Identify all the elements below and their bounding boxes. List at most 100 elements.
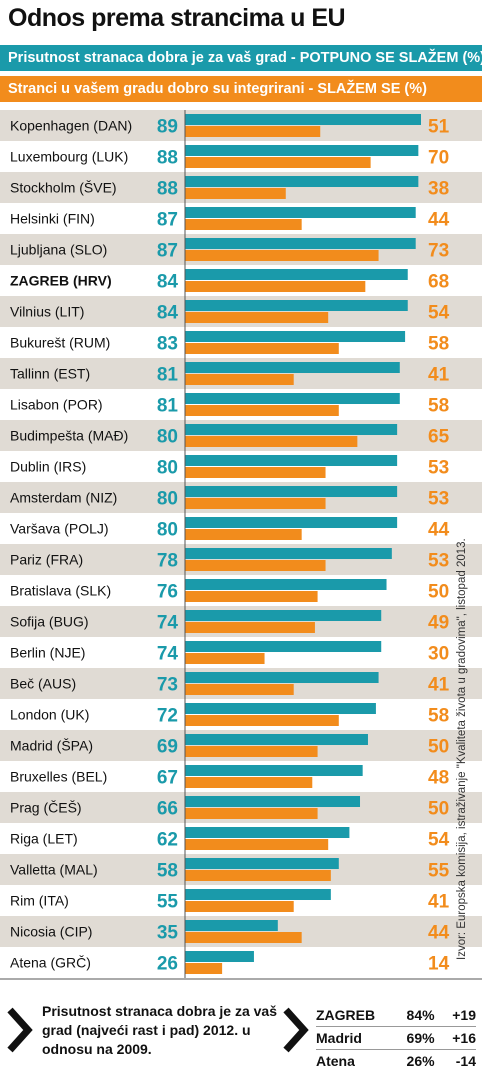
category-label: Lisabon (POR) xyxy=(10,397,103,413)
data-label-series-2: 41 xyxy=(428,675,450,696)
bar-series-1 xyxy=(185,207,416,218)
bar-series-2 xyxy=(185,312,329,323)
bar-series-2 xyxy=(185,343,339,354)
bar-series-1 xyxy=(185,300,408,311)
data-label-series-1: 26 xyxy=(157,954,178,975)
bar-series-2 xyxy=(185,839,329,850)
category-label: Bruxelles (BEL) xyxy=(10,769,107,785)
data-label-series-2: 65 xyxy=(428,427,450,448)
footer-row: Madrid 69% +16 xyxy=(316,1026,476,1050)
bar-series-2 xyxy=(185,684,294,695)
data-label-series-1: 81 xyxy=(157,365,179,386)
bar-series-1 xyxy=(185,424,398,435)
footer-value: 84% xyxy=(394,1004,445,1027)
category-label: Kopenhagen (DAN) xyxy=(10,118,132,134)
data-label-series-2: 53 xyxy=(428,551,449,572)
category-label: Ljubljana (SLO) xyxy=(10,242,107,258)
data-label-series-1: 78 xyxy=(157,551,178,572)
legend-series-orange: Stranci u vašem gradu dobro su integrira… xyxy=(0,76,482,102)
data-label-series-1: 69 xyxy=(157,737,178,758)
category-label: Prag (ČEŠ) xyxy=(10,800,82,816)
bar-series-2 xyxy=(185,870,331,881)
bar-series-2 xyxy=(185,436,358,447)
bar-series-1 xyxy=(185,269,408,280)
bar-series-1 xyxy=(185,641,382,652)
bar-series-1 xyxy=(185,610,382,621)
bar-series-1 xyxy=(185,889,331,900)
data-label-series-2: 54 xyxy=(428,830,450,851)
data-label-series-1: 55 xyxy=(157,892,179,913)
bar-series-2 xyxy=(185,405,339,416)
bar-series-1 xyxy=(185,238,416,249)
bar-series-2 xyxy=(185,219,302,230)
bar-series-1 xyxy=(185,145,419,156)
chart-title: Odnos prema strancima u EU xyxy=(8,4,346,32)
category-label: Bratislava (SLK) xyxy=(10,583,111,599)
data-label-series-2: 38 xyxy=(428,179,449,200)
footer-city: Atena xyxy=(316,1053,355,1069)
data-label-series-2: 50 xyxy=(428,799,449,820)
data-label-series-1: 80 xyxy=(157,520,178,541)
data-label-series-1: 80 xyxy=(157,458,178,479)
chevron-right-icon xyxy=(7,1007,33,1053)
bar-series-1 xyxy=(185,548,392,559)
data-label-series-2: 70 xyxy=(428,148,449,169)
data-label-series-1: 88 xyxy=(157,148,178,169)
bar-series-1 xyxy=(185,672,379,683)
bar-series-2 xyxy=(185,746,318,757)
category-label: Riga (LET) xyxy=(10,831,78,847)
footer-value: 26% xyxy=(406,1053,435,1069)
bar-series-1 xyxy=(185,579,387,590)
bar-series-1 xyxy=(185,517,398,528)
data-label-series-2: 53 xyxy=(428,489,449,510)
data-label-series-1: 73 xyxy=(157,675,178,696)
data-label-series-1: 84 xyxy=(157,303,179,324)
footer-city: Madrid xyxy=(316,1026,395,1050)
category-label: Pariz (FRA) xyxy=(10,552,83,568)
category-label: Beč (AUS) xyxy=(10,676,76,692)
category-label: London (UK) xyxy=(10,707,89,723)
data-label-series-2: 41 xyxy=(428,892,450,913)
bar-series-2 xyxy=(185,901,294,912)
data-label-series-2: 41 xyxy=(428,365,450,386)
data-label-series-2: 44 xyxy=(428,520,450,541)
bar-series-2 xyxy=(185,529,302,540)
footer-panel: Prisutnost stranaca dobra je za vaš grad… xyxy=(0,994,482,1080)
bar-series-1 xyxy=(185,393,400,404)
bar-series-1 xyxy=(185,734,368,745)
bar-series-1 xyxy=(185,796,361,807)
category-label: Luxembourg (LUK) xyxy=(10,149,128,165)
bar-series-1 xyxy=(185,176,419,187)
data-label-series-1: 80 xyxy=(157,489,178,510)
bar-series-1 xyxy=(185,114,421,125)
category-label: Nicosia (CIP) xyxy=(10,924,92,940)
data-label-series-2: 14 xyxy=(428,954,450,975)
category-label: Madrid (ŠPA) xyxy=(10,738,93,754)
bar-series-2 xyxy=(185,963,223,974)
category-label: Tallinn (EST) xyxy=(10,366,90,382)
data-label-series-1: 80 xyxy=(157,427,178,448)
data-label-series-2: 58 xyxy=(428,334,449,355)
data-label-series-1: 67 xyxy=(157,768,178,789)
bar-series-2 xyxy=(185,157,371,168)
bar-series-2 xyxy=(185,126,321,137)
data-label-series-1: 84 xyxy=(157,272,179,293)
data-label-series-2: 73 xyxy=(428,241,449,262)
bar-series-1 xyxy=(185,455,398,466)
bar-series-2 xyxy=(185,560,326,571)
legend-series-teal: Prisutnost stranaca dobra je za vaš grad… xyxy=(0,45,482,71)
data-label-series-1: 66 xyxy=(157,799,178,820)
data-label-series-1: 74 xyxy=(157,613,179,634)
data-label-series-2: 50 xyxy=(428,737,449,758)
bar-series-2 xyxy=(185,250,379,261)
bar-series-1 xyxy=(185,703,376,714)
bar-series-2 xyxy=(185,622,315,633)
bar-series-1 xyxy=(185,331,406,342)
category-label: Helsinki (FIN) xyxy=(10,211,95,227)
data-label-series-1: 58 xyxy=(157,861,178,882)
footer-value: 69% xyxy=(394,1026,445,1050)
data-label-series-2: 68 xyxy=(428,272,449,293)
bar-series-1 xyxy=(185,362,400,373)
data-label-series-2: 49 xyxy=(428,613,449,634)
data-label-series-2: 54 xyxy=(428,303,450,324)
